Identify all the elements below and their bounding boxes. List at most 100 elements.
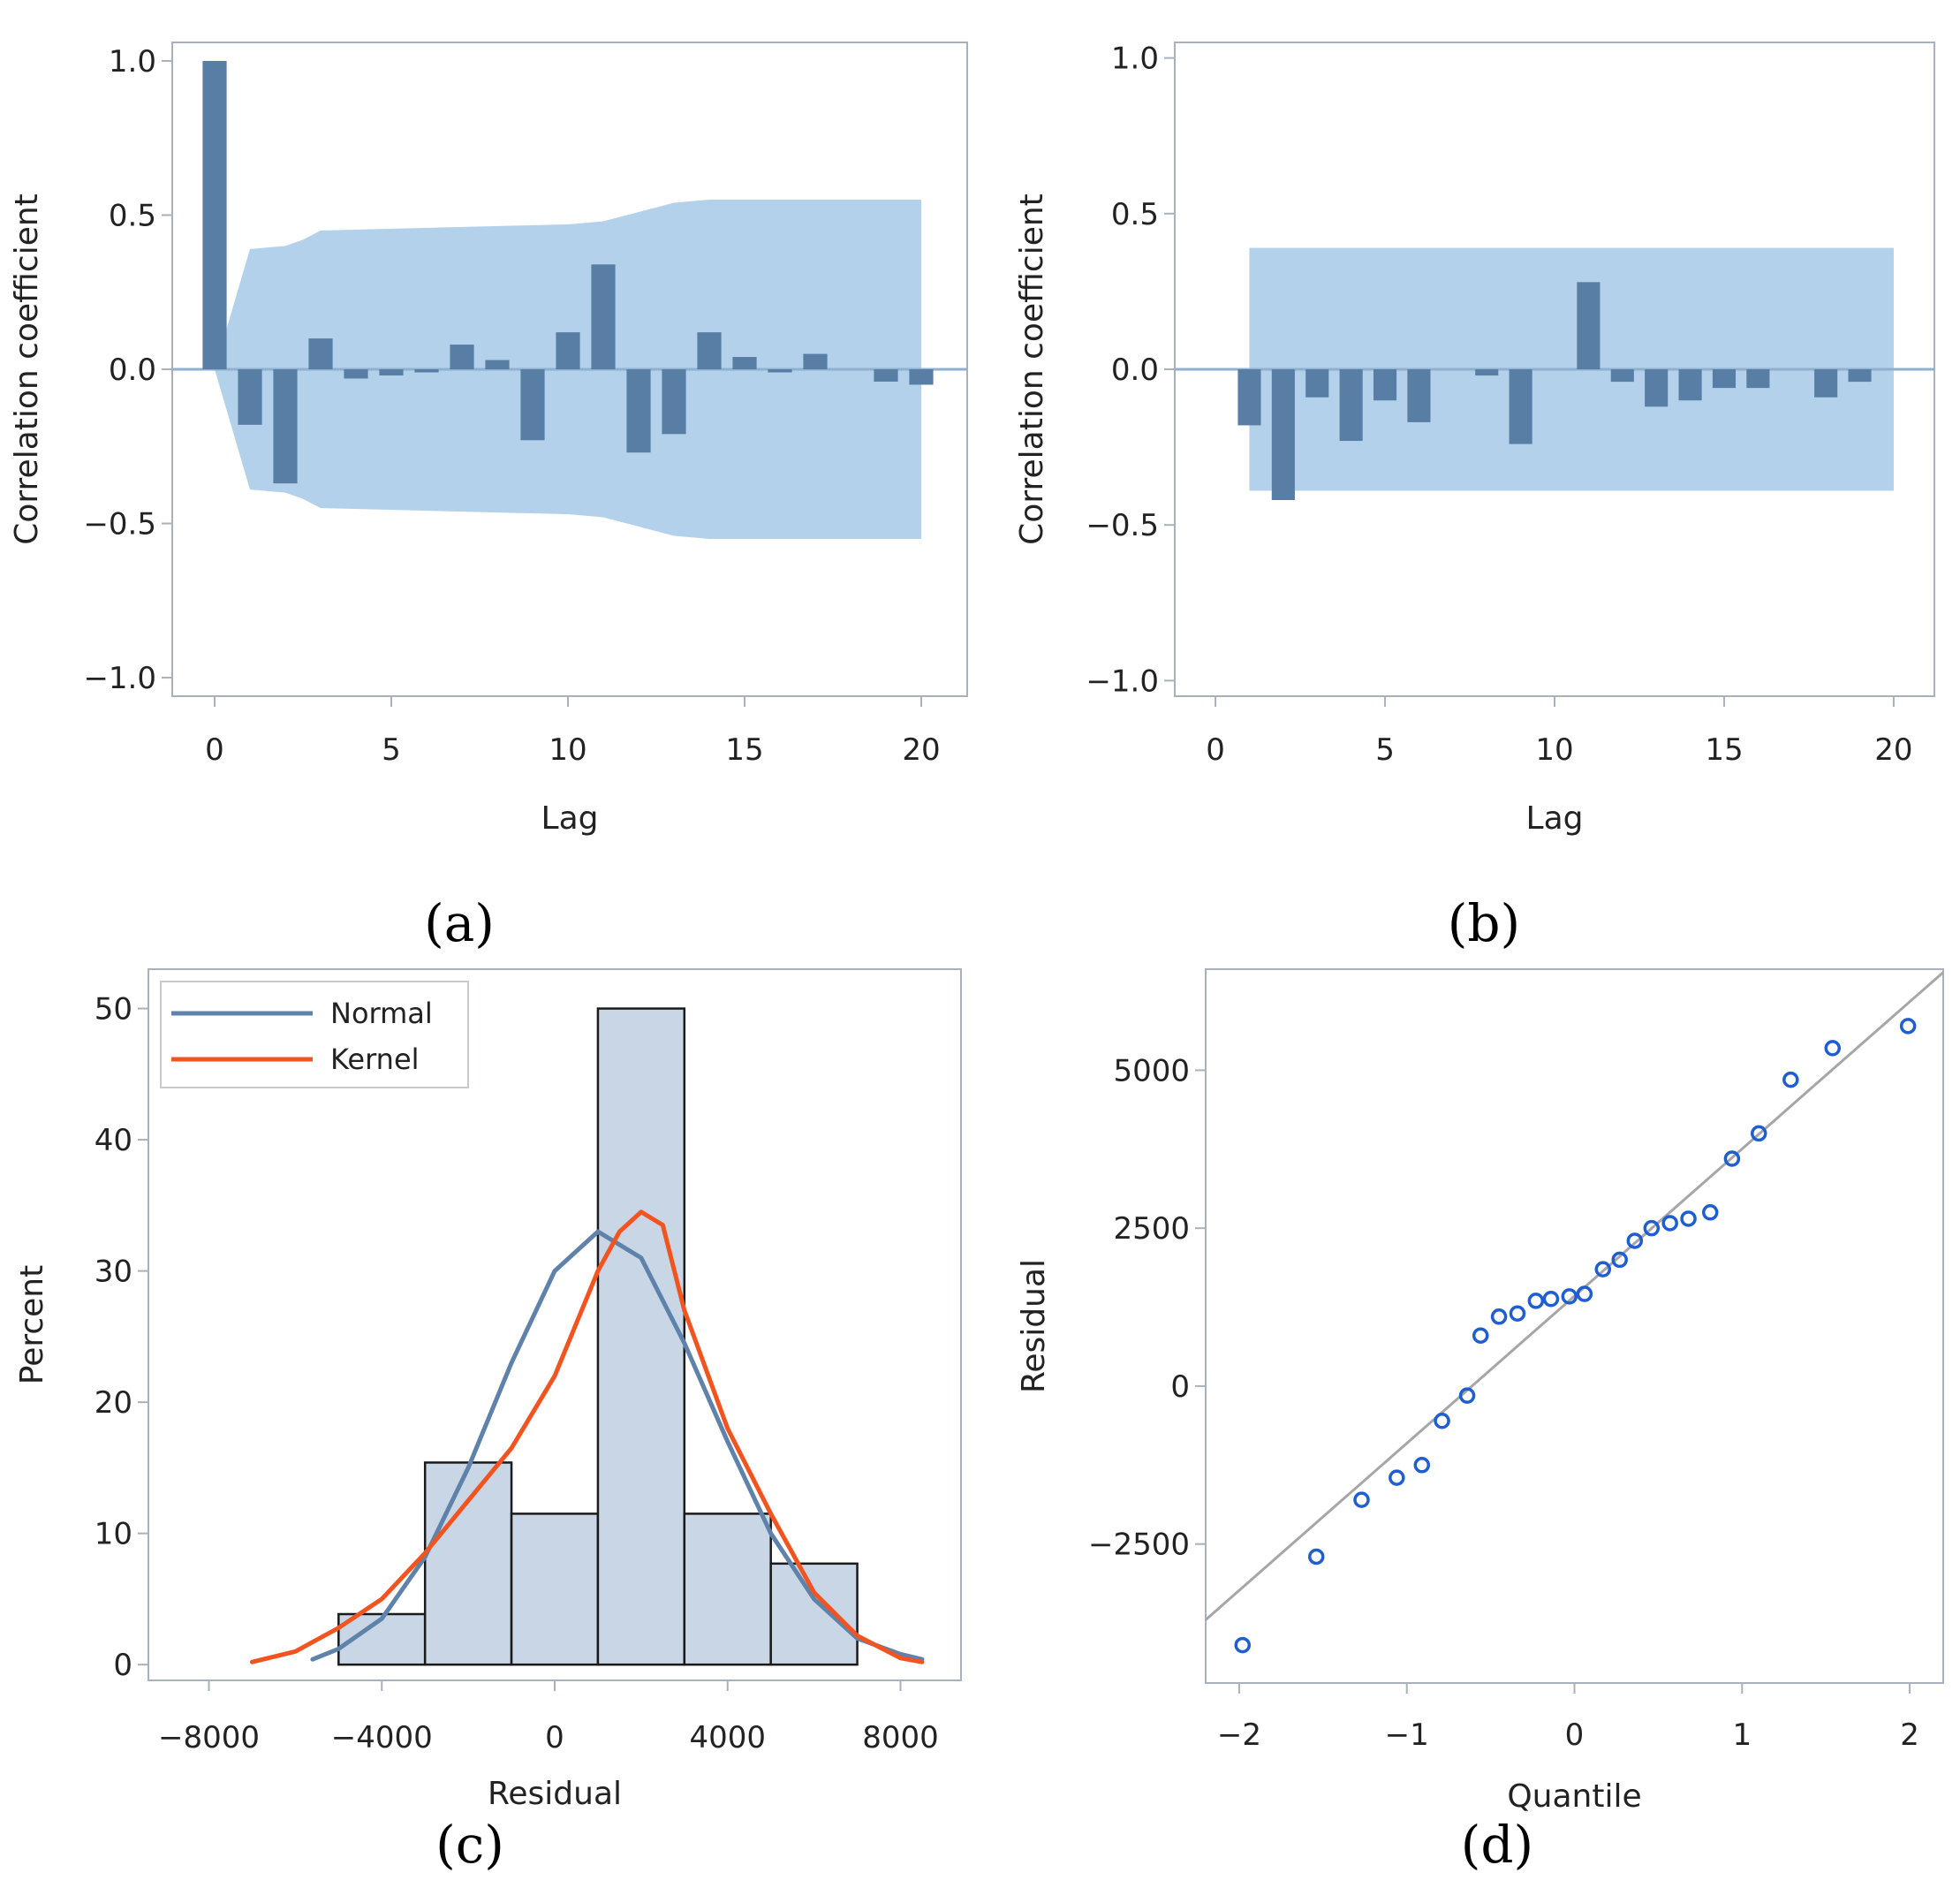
pacf-bar bbox=[1645, 369, 1669, 407]
acf-bar bbox=[768, 369, 792, 373]
qq-point bbox=[1576, 1285, 1593, 1302]
qq-point bbox=[1824, 1040, 1841, 1057]
acf-bar bbox=[874, 369, 898, 382]
y-tick-label: −0.5 bbox=[1086, 508, 1159, 543]
pacf-bar bbox=[1746, 369, 1770, 389]
density-curve-normal bbox=[310, 1229, 925, 1662]
acf-bar bbox=[414, 369, 439, 373]
x-tick-label: −4000 bbox=[331, 1720, 433, 1755]
acf-bar bbox=[662, 369, 686, 435]
qq-point bbox=[1389, 1469, 1405, 1486]
panel-label-a: (a) bbox=[424, 893, 495, 953]
x-tick-label: 20 bbox=[902, 732, 940, 768]
qq-point bbox=[1561, 1288, 1578, 1305]
histogram-bar bbox=[769, 1562, 859, 1666]
y-tick-label: −0.5 bbox=[83, 507, 156, 542]
pacf-bar bbox=[1848, 369, 1872, 383]
y-tick-label: 0.5 bbox=[1111, 197, 1159, 232]
qq-point bbox=[1434, 1413, 1450, 1429]
y-tick-label: −1.0 bbox=[1086, 663, 1159, 699]
pacf-bar bbox=[1678, 369, 1702, 401]
qq-point bbox=[1723, 1150, 1741, 1167]
acf-bar bbox=[485, 360, 510, 369]
legend-label: Normal bbox=[330, 997, 433, 1030]
reference-line bbox=[1205, 971, 1944, 1621]
qq-point bbox=[1782, 1071, 1799, 1088]
histogram-bar bbox=[423, 1461, 513, 1666]
y-axis-title: Correlation coefficient bbox=[9, 193, 45, 545]
acf-bar bbox=[697, 332, 722, 369]
x-tick-label: 20 bbox=[1874, 732, 1912, 768]
qq-point bbox=[1626, 1232, 1644, 1249]
acf-bar bbox=[556, 332, 580, 369]
y-axis-title: Residual bbox=[1016, 1259, 1052, 1393]
pacf-bar bbox=[1305, 369, 1329, 398]
x-tick-label: 15 bbox=[1705, 732, 1743, 768]
qq-point bbox=[1899, 1018, 1917, 1035]
acf-bar bbox=[591, 264, 616, 369]
acf-bar bbox=[202, 60, 227, 370]
acf-bar bbox=[379, 369, 404, 375]
x-tick-label: −2 bbox=[1217, 1717, 1261, 1753]
histogram-bar bbox=[510, 1513, 600, 1666]
y-tick-label: 0 bbox=[1170, 1369, 1190, 1405]
qq-point bbox=[1509, 1305, 1526, 1322]
legend-label: Kernel bbox=[330, 1042, 420, 1076]
x-tick-label: 15 bbox=[725, 732, 763, 768]
x-tick-label: 0 bbox=[1565, 1717, 1585, 1753]
x-tick-label: −8000 bbox=[158, 1720, 260, 1755]
pacf-bar bbox=[1712, 369, 1737, 389]
pacf-bar bbox=[1814, 369, 1838, 398]
qq-point bbox=[1527, 1293, 1545, 1309]
qq-point bbox=[1353, 1491, 1370, 1508]
qq-point bbox=[1234, 1636, 1251, 1654]
x-tick-label: 1 bbox=[1732, 1717, 1752, 1753]
acf-bar bbox=[626, 369, 651, 453]
panel-d-qq-plot: 5000 2500 0 −2500 −2 −1 0 1 2 Quantile Residual bbox=[1016, 968, 1944, 1815]
x-tick-label: 4000 bbox=[689, 1720, 766, 1755]
histogram-bar bbox=[596, 1007, 686, 1666]
y-tick-label: 0.0 bbox=[109, 353, 156, 388]
qq-point bbox=[1542, 1291, 1560, 1308]
panel-label-d: (d) bbox=[1461, 1815, 1533, 1875]
qq-point bbox=[1643, 1219, 1661, 1237]
x-tick-label: 5 bbox=[382, 732, 401, 768]
qq-point bbox=[1472, 1327, 1489, 1344]
y-tick-label: 30 bbox=[95, 1255, 132, 1290]
pacf-bar bbox=[1475, 369, 1499, 376]
y-axis-title: Correlation coefficient bbox=[1014, 193, 1050, 545]
x-tick-label: 5 bbox=[1375, 732, 1395, 768]
y-axis-title: Percent bbox=[14, 1265, 50, 1384]
acf-bar bbox=[520, 369, 545, 441]
panel-a-acf: 1.0 0.5 0.0 −0.5 −1.0 0 5 10 15 20 Lag Correlation … bbox=[9, 42, 968, 837]
pacf-bar bbox=[1509, 369, 1532, 444]
acf-bar bbox=[803, 353, 828, 369]
y-tick-label: 0.5 bbox=[109, 198, 156, 233]
y-tick-label: 1.0 bbox=[1111, 42, 1159, 77]
y-tick-label: 10 bbox=[95, 1517, 132, 1552]
y-tick-label: 0 bbox=[113, 1648, 132, 1683]
x-axis-title: Quantile bbox=[1507, 1778, 1641, 1815]
qq-point bbox=[1308, 1548, 1325, 1566]
acf-bar bbox=[344, 369, 368, 379]
qq-point bbox=[1458, 1387, 1476, 1404]
pacf-bar bbox=[1577, 282, 1601, 369]
acf-bar bbox=[308, 338, 333, 369]
qq-point bbox=[1413, 1457, 1431, 1474]
y-tick-label: 50 bbox=[95, 992, 132, 1027]
x-tick-label: 2 bbox=[1900, 1717, 1919, 1753]
plot-frame bbox=[1205, 968, 1944, 1684]
qq-point bbox=[1594, 1261, 1612, 1278]
qq-point bbox=[1680, 1210, 1697, 1227]
panel-label-b: (b) bbox=[1448, 893, 1520, 953]
x-axis-title: Lag bbox=[1526, 800, 1584, 837]
acf-bar bbox=[732, 357, 757, 369]
acf-bar bbox=[909, 369, 934, 385]
y-tick-label: −1.0 bbox=[83, 661, 156, 696]
qq-point bbox=[1611, 1251, 1628, 1269]
y-tick-label: 2500 bbox=[1113, 1211, 1190, 1247]
x-axis-title: Residual bbox=[488, 1776, 622, 1812]
x-tick-label: 0 bbox=[205, 732, 224, 768]
x-tick-label: −1 bbox=[1385, 1717, 1429, 1753]
acf-bar bbox=[238, 369, 262, 425]
